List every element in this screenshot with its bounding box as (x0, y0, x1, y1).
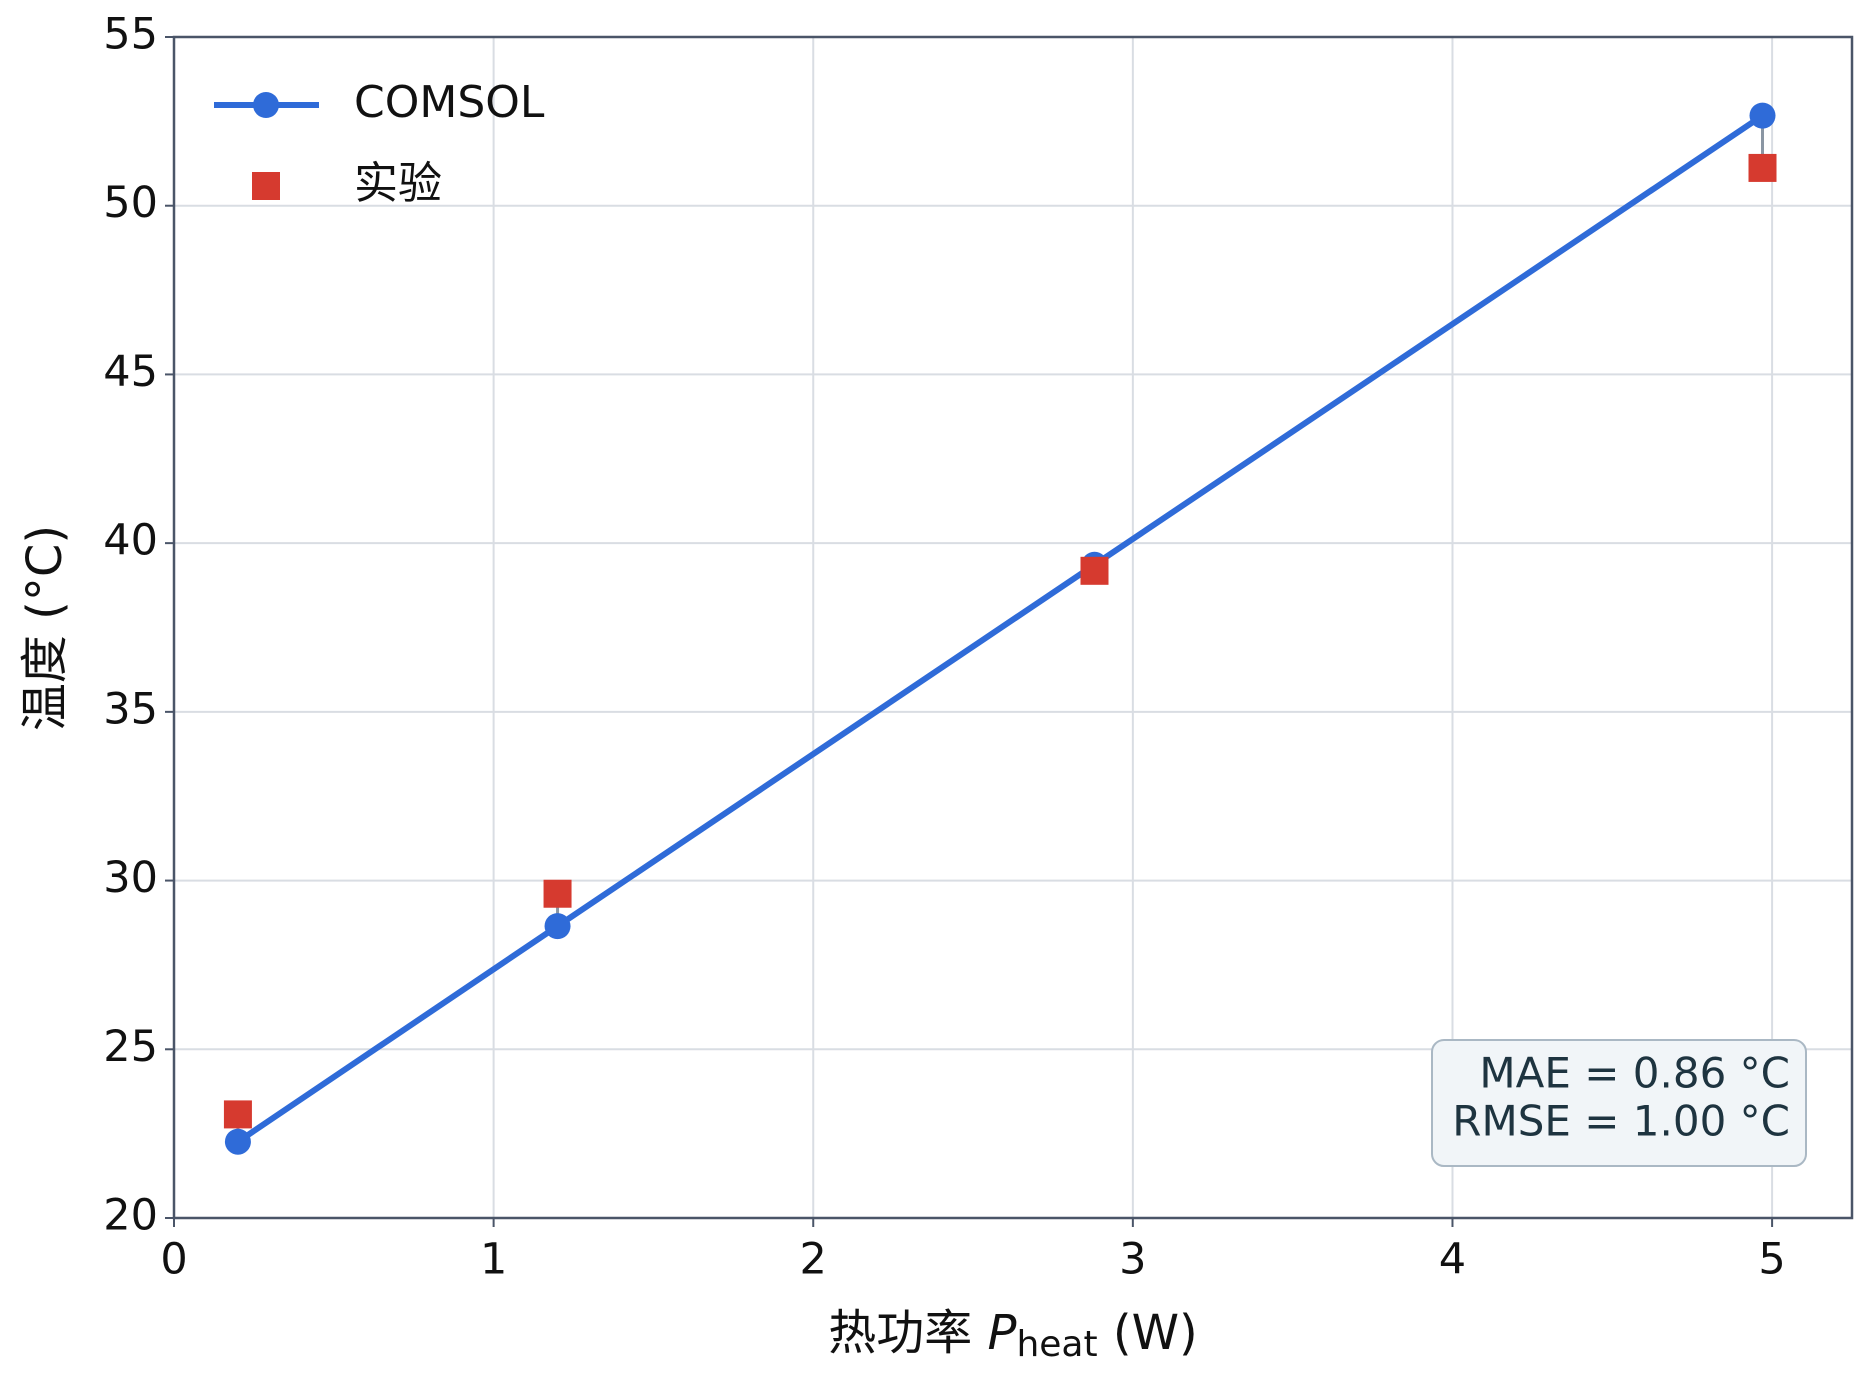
y-axis-label: 温度 (°C) (17, 525, 73, 731)
stats-box (1431, 1039, 1807, 1167)
y-tick-label: 40 (103, 516, 158, 566)
x-tick-label: 0 (160, 1235, 187, 1285)
y-tick-label: 55 (103, 10, 158, 60)
point (1748, 153, 1777, 182)
annotation: RMSE = 1.00 °C (1452, 1097, 1790, 1146)
series-line (236, 113, 1765, 1145)
annotation: MAE = 0.86 °C (1479, 1049, 1790, 1098)
y-tick-label: 45 (103, 347, 158, 397)
y-tick-label: 25 (103, 1022, 158, 1072)
point (223, 1100, 252, 1129)
grid (173, 36, 1852, 1219)
y-tick-label: 35 (103, 684, 158, 734)
point (1080, 556, 1109, 585)
point (224, 1128, 251, 1155)
x-tick-label: 3 (1119, 1235, 1146, 1285)
x-label-prefix: 热功率 (828, 1305, 972, 1361)
point (253, 92, 279, 118)
x-tick-label: 5 (1758, 1235, 1785, 1285)
x-tick-label: 2 (800, 1235, 827, 1285)
legend-label: 实验 (354, 158, 442, 209)
x-tick-label: 4 (1439, 1235, 1466, 1285)
y-tick-label: 20 (103, 1191, 158, 1241)
legend-label: COMSOL (354, 77, 545, 128)
y-tick-label: 50 (103, 178, 158, 228)
x-label-suffix: (W) (1113, 1305, 1198, 1361)
plot-frame (172, 35, 1854, 1220)
point (252, 172, 280, 200)
x-label-subscript: heat (1016, 1324, 1097, 1365)
point (543, 879, 572, 908)
point (544, 913, 571, 940)
point (1749, 102, 1776, 129)
x-label-symbol: P (988, 1305, 1017, 1361)
x-axis-label: 热功率 Pheat (W) (828, 1305, 1198, 1371)
x-tick-label: 1 (480, 1235, 507, 1285)
y-tick-label: 30 (103, 853, 158, 903)
